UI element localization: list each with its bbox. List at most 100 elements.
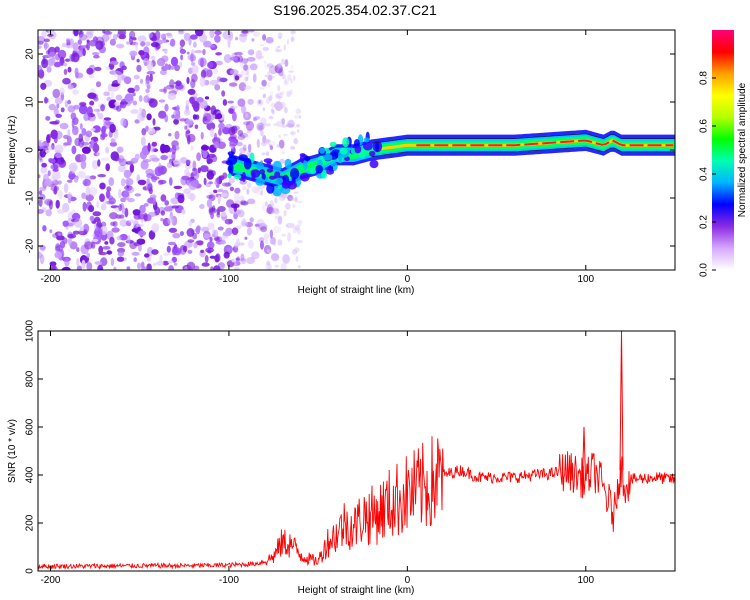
noise-speckle <box>47 58 54 67</box>
noise-speckle <box>273 241 277 247</box>
noise-speckle <box>160 217 164 222</box>
noise-speckle <box>96 200 100 208</box>
noise-speckle <box>259 87 265 90</box>
noise-speckle <box>246 30 250 35</box>
noise-speckle <box>163 206 173 212</box>
signal-blob <box>342 137 350 148</box>
noise-speckle <box>229 82 238 87</box>
noise-speckle <box>288 70 294 73</box>
noise-speckle <box>217 195 221 204</box>
noise-speckle <box>140 136 146 147</box>
noise-speckle <box>265 151 270 157</box>
noise-speckle <box>269 200 274 207</box>
noise-speckle <box>136 238 146 245</box>
noise-speckle <box>274 264 280 268</box>
noise-speckle <box>204 96 210 100</box>
noise-speckle <box>192 232 198 240</box>
noise-speckle <box>290 30 295 35</box>
noise-speckle <box>94 216 101 222</box>
noise-speckle <box>247 98 254 105</box>
noise-speckle <box>184 164 192 170</box>
noise-speckle <box>229 140 238 147</box>
noise-speckle <box>142 159 152 163</box>
snr-spike <box>582 426 586 479</box>
noise-speckle <box>260 117 267 126</box>
noise-speckle <box>109 38 116 46</box>
noise-speckle <box>204 120 213 124</box>
noise-speckle <box>258 237 265 243</box>
noise-speckle <box>88 144 94 149</box>
noise-speckle <box>264 224 268 228</box>
noise-speckle <box>278 95 281 101</box>
noise-speckle <box>118 164 126 173</box>
noise-speckle <box>246 257 255 265</box>
noise-speckle <box>137 35 147 43</box>
noise-speckle <box>187 88 196 95</box>
noise-speckle <box>125 93 134 102</box>
noise-speckle <box>206 69 213 78</box>
noise-speckle <box>95 40 104 50</box>
noise-speckle <box>190 145 194 151</box>
noise-speckle <box>83 113 89 122</box>
noise-speckle <box>65 38 71 43</box>
noise-speckle <box>276 144 280 148</box>
noise-speckle <box>73 104 80 110</box>
noise-speckle <box>232 261 241 267</box>
noise-speckle-layer <box>38 30 303 270</box>
noise-speckle <box>240 69 249 76</box>
noise-speckle <box>239 33 248 37</box>
noise-speckle <box>67 66 72 73</box>
noise-speckle <box>116 256 125 262</box>
noise-speckle <box>296 224 302 227</box>
colorbar-tick-label: 0.0 <box>699 263 710 277</box>
noise-speckle <box>126 266 131 270</box>
noise-speckle <box>178 30 184 33</box>
noise-speckle <box>295 256 299 262</box>
noise-speckle <box>76 265 82 270</box>
signal-blob <box>284 158 292 169</box>
noise-speckle <box>166 154 173 159</box>
noise-speckle <box>72 117 79 125</box>
noise-speckle <box>84 241 93 250</box>
noise-speckle <box>266 207 275 215</box>
noise-speckle <box>48 51 56 61</box>
noise-speckle <box>297 200 303 204</box>
noise-speckle <box>62 62 68 67</box>
noise-speckle <box>51 142 55 150</box>
noise-speckle <box>289 196 294 201</box>
noise-speckle <box>138 244 142 252</box>
noise-speckle <box>200 69 207 79</box>
noise-speckle <box>138 95 143 102</box>
noise-speckle <box>129 30 136 40</box>
noise-speckle <box>167 260 174 264</box>
noise-speckle <box>86 39 90 44</box>
noise-speckle <box>97 159 101 167</box>
noise-speckle <box>137 230 147 237</box>
signal-blob <box>303 155 311 162</box>
noise-speckle <box>195 225 201 235</box>
noise-speckle <box>222 231 232 237</box>
noise-speckle <box>281 151 286 155</box>
noise-speckle <box>138 109 146 120</box>
noise-speckle <box>79 123 83 130</box>
noise-speckle <box>235 257 240 261</box>
noise-speckle <box>173 247 182 256</box>
noise-speckle <box>269 229 274 239</box>
noise-speckle <box>80 154 87 162</box>
noise-speckle <box>67 196 72 204</box>
noise-speckle <box>272 109 275 115</box>
noise-speckle <box>53 185 58 195</box>
noise-speckle <box>103 117 112 121</box>
noise-speckle <box>83 223 90 233</box>
noise-speckle <box>67 136 72 146</box>
noise-speckle <box>57 232 62 236</box>
noise-speckle <box>224 218 233 225</box>
noise-speckle <box>252 31 261 37</box>
noise-speckle <box>268 115 274 120</box>
noise-speckle <box>297 239 303 244</box>
noise-speckle <box>38 190 43 196</box>
noise-speckle <box>284 202 291 210</box>
noise-speckle <box>38 174 41 179</box>
noise-speckle <box>78 230 87 236</box>
noise-speckle <box>159 254 163 263</box>
